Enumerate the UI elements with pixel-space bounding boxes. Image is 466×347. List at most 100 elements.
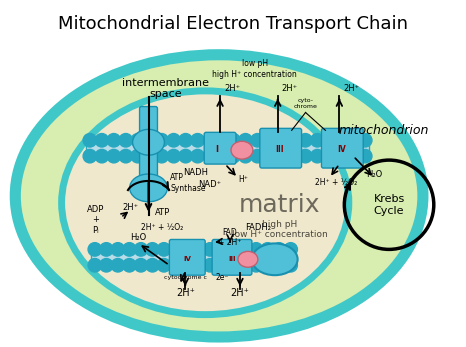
Circle shape: [143, 150, 157, 163]
Circle shape: [157, 243, 171, 256]
Ellipse shape: [238, 251, 258, 267]
Circle shape: [261, 259, 274, 272]
Text: 2H⁺: 2H⁺: [176, 288, 195, 298]
Text: 2H⁺: 2H⁺: [231, 288, 249, 298]
Circle shape: [274, 134, 288, 147]
Circle shape: [226, 243, 240, 256]
Circle shape: [83, 150, 96, 163]
Circle shape: [119, 150, 132, 163]
Circle shape: [83, 134, 96, 147]
Bar: [86, 140, 369, 156]
Circle shape: [123, 259, 136, 272]
Text: 2e⁻: 2e⁻: [215, 273, 229, 282]
Circle shape: [169, 243, 182, 256]
Circle shape: [180, 243, 194, 256]
Circle shape: [347, 150, 360, 163]
Ellipse shape: [252, 244, 298, 275]
Text: H₂O: H₂O: [366, 170, 383, 179]
Circle shape: [239, 134, 252, 147]
Circle shape: [215, 259, 228, 272]
Circle shape: [299, 150, 312, 163]
Circle shape: [310, 150, 324, 163]
Circle shape: [111, 259, 124, 272]
Circle shape: [88, 259, 102, 272]
Circle shape: [347, 134, 360, 147]
FancyBboxPatch shape: [204, 132, 236, 164]
Text: III: III: [228, 256, 236, 262]
Circle shape: [167, 150, 180, 163]
Circle shape: [157, 259, 171, 272]
Circle shape: [261, 243, 274, 256]
Circle shape: [287, 150, 300, 163]
Circle shape: [335, 150, 348, 163]
Circle shape: [238, 243, 251, 256]
Circle shape: [107, 150, 121, 163]
Circle shape: [238, 259, 251, 272]
Circle shape: [215, 243, 228, 256]
Circle shape: [227, 150, 240, 163]
Text: 2H⁺: 2H⁺: [282, 84, 298, 93]
Circle shape: [203, 243, 217, 256]
Circle shape: [284, 259, 297, 272]
Circle shape: [167, 134, 180, 147]
Circle shape: [239, 150, 252, 163]
Circle shape: [287, 134, 300, 147]
Circle shape: [131, 134, 144, 147]
Ellipse shape: [130, 174, 167, 202]
Text: 2H⁺: 2H⁺: [224, 84, 240, 93]
Text: mitochondrion: mitochondrion: [338, 124, 429, 137]
FancyBboxPatch shape: [322, 128, 363, 168]
Circle shape: [191, 134, 205, 147]
FancyBboxPatch shape: [169, 239, 205, 275]
Circle shape: [143, 134, 157, 147]
Text: intermembrane
space: intermembrane space: [122, 78, 209, 100]
Circle shape: [100, 243, 113, 256]
Circle shape: [310, 134, 324, 147]
Circle shape: [111, 243, 124, 256]
Ellipse shape: [15, 55, 423, 337]
Circle shape: [335, 134, 348, 147]
Bar: [86, 140, 369, 156]
Text: IV: IV: [183, 256, 191, 262]
Text: cytochrome c: cytochrome c: [164, 275, 207, 280]
Circle shape: [274, 150, 288, 163]
Circle shape: [134, 243, 148, 256]
Text: H⁺: H⁺: [238, 176, 248, 185]
Circle shape: [192, 243, 205, 256]
Text: FAD
+ 2H⁺: FAD + 2H⁺: [219, 228, 242, 247]
Circle shape: [146, 259, 159, 272]
Text: FADH₂: FADH₂: [245, 223, 271, 232]
Circle shape: [227, 134, 240, 147]
Circle shape: [215, 134, 228, 147]
Text: 2H⁺ + ½O₂: 2H⁺ + ½O₂: [315, 178, 357, 187]
Circle shape: [134, 259, 148, 272]
Text: H₂O: H₂O: [130, 233, 147, 242]
Circle shape: [95, 150, 109, 163]
Text: NAD⁺: NAD⁺: [199, 180, 222, 189]
Circle shape: [155, 134, 168, 147]
Circle shape: [251, 134, 264, 147]
Ellipse shape: [231, 141, 253, 159]
Text: 2H⁺ + ½O₂: 2H⁺ + ½O₂: [141, 223, 184, 232]
Circle shape: [180, 259, 194, 272]
Circle shape: [107, 134, 121, 147]
Circle shape: [249, 259, 263, 272]
Circle shape: [179, 150, 192, 163]
FancyBboxPatch shape: [260, 128, 302, 168]
Text: 2H⁺: 2H⁺: [343, 84, 359, 93]
Bar: [91, 249, 295, 265]
Circle shape: [272, 259, 286, 272]
Text: Krebs
Cycle: Krebs Cycle: [373, 194, 404, 215]
Circle shape: [155, 150, 168, 163]
Circle shape: [88, 243, 102, 256]
Circle shape: [284, 243, 297, 256]
Circle shape: [226, 259, 240, 272]
Text: ATP
Synthase: ATP Synthase: [171, 173, 206, 193]
Text: low pH
high H⁺ concentration: low pH high H⁺ concentration: [212, 59, 297, 78]
Circle shape: [95, 134, 109, 147]
Circle shape: [179, 134, 192, 147]
Circle shape: [203, 150, 216, 163]
Text: high pH: high pH: [262, 220, 297, 229]
Circle shape: [192, 259, 205, 272]
Circle shape: [146, 243, 159, 256]
